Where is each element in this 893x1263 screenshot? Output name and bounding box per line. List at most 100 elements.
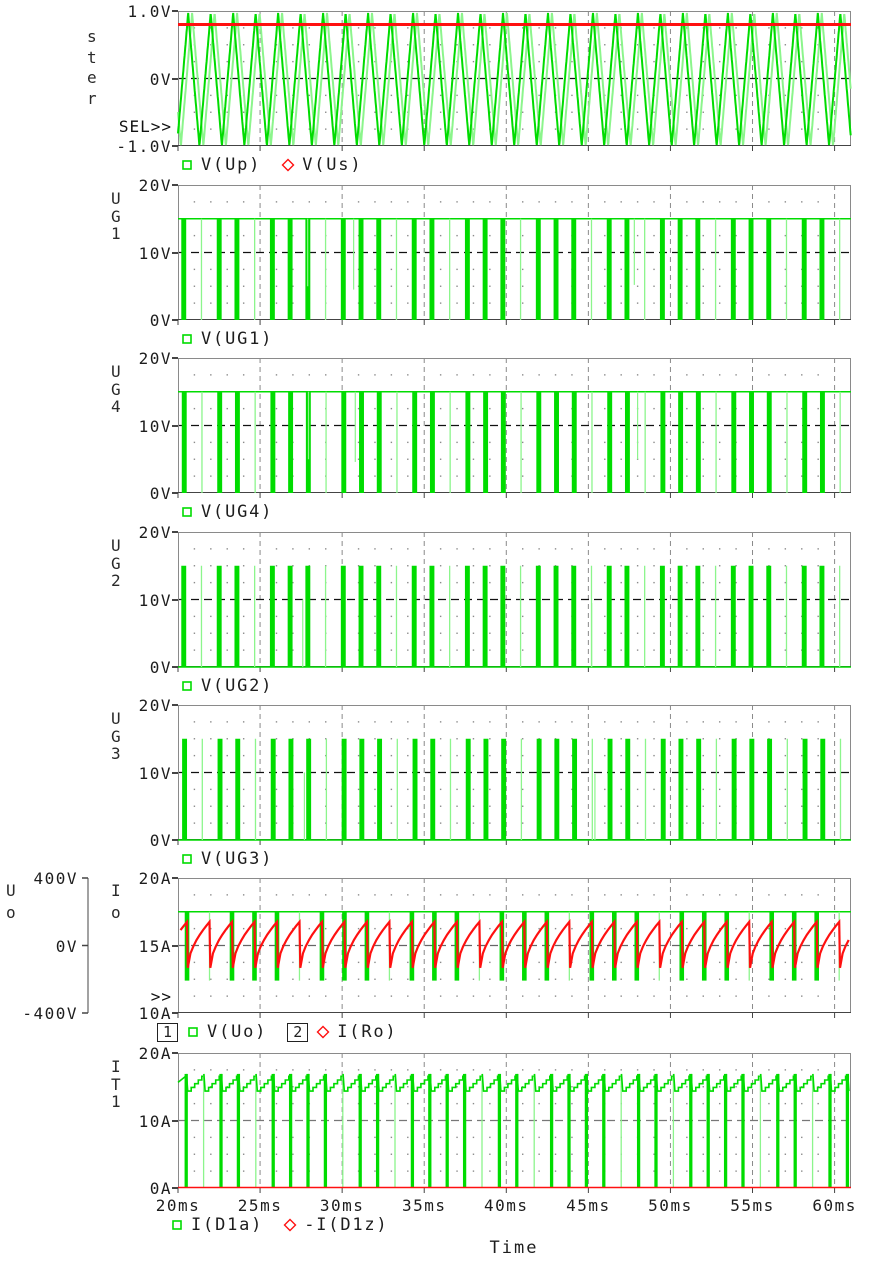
y-axis-title-UG2: 2: [111, 571, 121, 590]
diamond-marker-icon: [316, 1025, 330, 1039]
y-tick-label-UG1: 0V: [149, 311, 172, 330]
plot-area-UG3[interactable]: [177, 705, 851, 848]
x-tick-label: 40ms: [484, 1196, 529, 1215]
y-tick-mark: [172, 944, 178, 947]
y-axis-title-ster: r: [87, 88, 97, 108]
trace-name-V(UG2)[interactable]: V(UG2): [201, 676, 274, 696]
y-axis-title-IT1: T: [111, 1074, 121, 1094]
x-tick-label: 20ms: [155, 1196, 201, 1215]
y-axis-title-UG4: 4: [111, 397, 121, 416]
x-tick-label: 45ms: [566, 1196, 611, 1215]
trace-name-V(UG1)[interactable]: V(UG1): [201, 329, 274, 349]
plot-area-IT1[interactable]: [177, 1053, 851, 1196]
y-tick-mark: [172, 319, 178, 321]
y-axis-title-Uo: o: [6, 903, 16, 922]
square-marker-icon: [182, 854, 192, 864]
square-marker-icon: [188, 1027, 198, 1037]
y-tick-label-ster: -1.0V: [116, 137, 172, 156]
trace-name-I(Ro)[interactable]: I(Ro): [337, 1022, 398, 1042]
trace-name--I(D1z)[interactable]: -I(D1z): [304, 1215, 389, 1235]
y-tick-mark: [172, 771, 178, 774]
outer-tick-label: -400V: [22, 1004, 78, 1023]
trace-name-I(D1a)[interactable]: I(D1a): [191, 1215, 264, 1235]
x-tick-label: 35ms: [401, 1196, 447, 1215]
y-tick-label-ster: 0V: [149, 69, 172, 89]
legend-ster: V(Up) V(Us): [180, 155, 382, 175]
outer-tick-label: 400V: [33, 869, 78, 888]
square-marker-icon: [182, 334, 192, 344]
trace-name-V(Uo)[interactable]: V(Uo): [207, 1022, 268, 1042]
square-marker-icon: [182, 507, 192, 517]
y-axis-title-ster: s: [87, 27, 97, 46]
y-tick-label-UG4: 20V: [138, 349, 172, 368]
sel-marker: SEL>>: [118, 117, 172, 136]
y-tick-mark: [172, 492, 178, 494]
y-tick-mark: [172, 1052, 178, 1054]
y-tick-mark: [172, 357, 178, 359]
y-axis-title-UG1: U: [111, 189, 121, 208]
legend-IT1: I(D1a) -I(D1z): [170, 1215, 408, 1235]
x-tick-label: 55ms: [730, 1196, 775, 1215]
y-tick-mark: [172, 1012, 178, 1014]
y-tick-label-IT1: 0A: [149, 1179, 172, 1198]
trace-name-V(Us)[interactable]: V(Us): [302, 155, 363, 175]
y-axis-title-ster: t: [87, 47, 97, 67]
plot-area-ster[interactable]: [177, 11, 852, 154]
trace-name-V(Up)[interactable]: V(Up): [201, 155, 262, 175]
y-axis-title-UG4: G: [111, 379, 121, 399]
y-tick-mark: [172, 77, 178, 80]
y-axis-title-UoIo: o: [111, 903, 121, 922]
y-axis-title-UoIo: I: [111, 881, 121, 900]
y-tick-mark: [172, 531, 178, 533]
legend-UoIo: 1 V(Uo) 2 I(Ro): [157, 1022, 417, 1042]
y-tick-mark: [172, 145, 178, 147]
y-tick-label-UG2: 20V: [138, 523, 172, 542]
y-tick-label-UG2: 10V: [138, 590, 172, 610]
y-tick-mark: [172, 877, 178, 879]
y-axis-title-Uo: U: [6, 881, 16, 900]
y-tick-mark: [172, 10, 178, 12]
plot-area-UG4[interactable]: [177, 358, 851, 501]
y-tick-label-IT1: 10A: [138, 1111, 172, 1131]
y-axis-title-UG1: 1: [111, 224, 121, 243]
y-tick-label-IT1: 20A: [138, 1044, 172, 1063]
y-tick-label-UG3: 20V: [138, 696, 172, 715]
plot-area-UG1[interactable]: [177, 185, 851, 328]
x-axis-title: Time: [489, 1238, 539, 1258]
trace-name-V(UG3)[interactable]: V(UG3): [201, 849, 274, 869]
y-axis-title-UG2: G: [111, 553, 121, 573]
y-tick-mark: [172, 666, 178, 668]
y-axis-title-UG2: U: [111, 536, 121, 555]
y-tick-label-UG1: 10V: [138, 243, 172, 263]
y-axis-title-IT1: I: [111, 1057, 121, 1076]
outer-axis-Uo: [82, 877, 89, 1014]
trace-name-V(UG4)[interactable]: V(UG4): [201, 502, 274, 522]
y-tick-mark: [172, 1187, 178, 1189]
legend-UG2: V(UG2): [180, 676, 293, 696]
zoom-marker: >>: [150, 987, 172, 1006]
diamond-marker-icon: [283, 1218, 297, 1232]
y-tick-label-UG1: 20V: [138, 176, 172, 195]
y-tick-label-UG4: 0V: [149, 484, 172, 503]
square-marker-icon: [182, 681, 192, 691]
y-tick-label-UoIo: 20A: [138, 869, 172, 888]
y-tick-label-ster: 1.0V: [127, 2, 172, 21]
x-tick-label: 50ms: [648, 1196, 693, 1215]
plot-area-UG2[interactable]: [177, 532, 851, 675]
y-tick-mark: [172, 1119, 178, 1122]
square-marker-icon: [172, 1220, 182, 1230]
plot-area-UoIo[interactable]: [177, 878, 851, 1021]
diamond-marker-icon: [281, 158, 295, 172]
y-tick-label-UG4: 10V: [138, 416, 172, 436]
y-tick-mark: [172, 184, 178, 186]
x-tick-label: 60ms: [812, 1196, 857, 1215]
legend-UG4: V(UG4): [180, 502, 293, 522]
y-tick-label-UG3: 10V: [138, 763, 172, 783]
y-tick-mark: [172, 598, 178, 601]
x-tick-label: 25ms: [237, 1196, 283, 1215]
legend-UG1: V(UG1): [180, 329, 293, 349]
y-axis-title-UG3: U: [111, 709, 121, 728]
y-axis-title-IT1: 1: [111, 1092, 121, 1111]
y-tick-mark: [172, 704, 178, 706]
axis-number-box: 1: [157, 1022, 179, 1042]
